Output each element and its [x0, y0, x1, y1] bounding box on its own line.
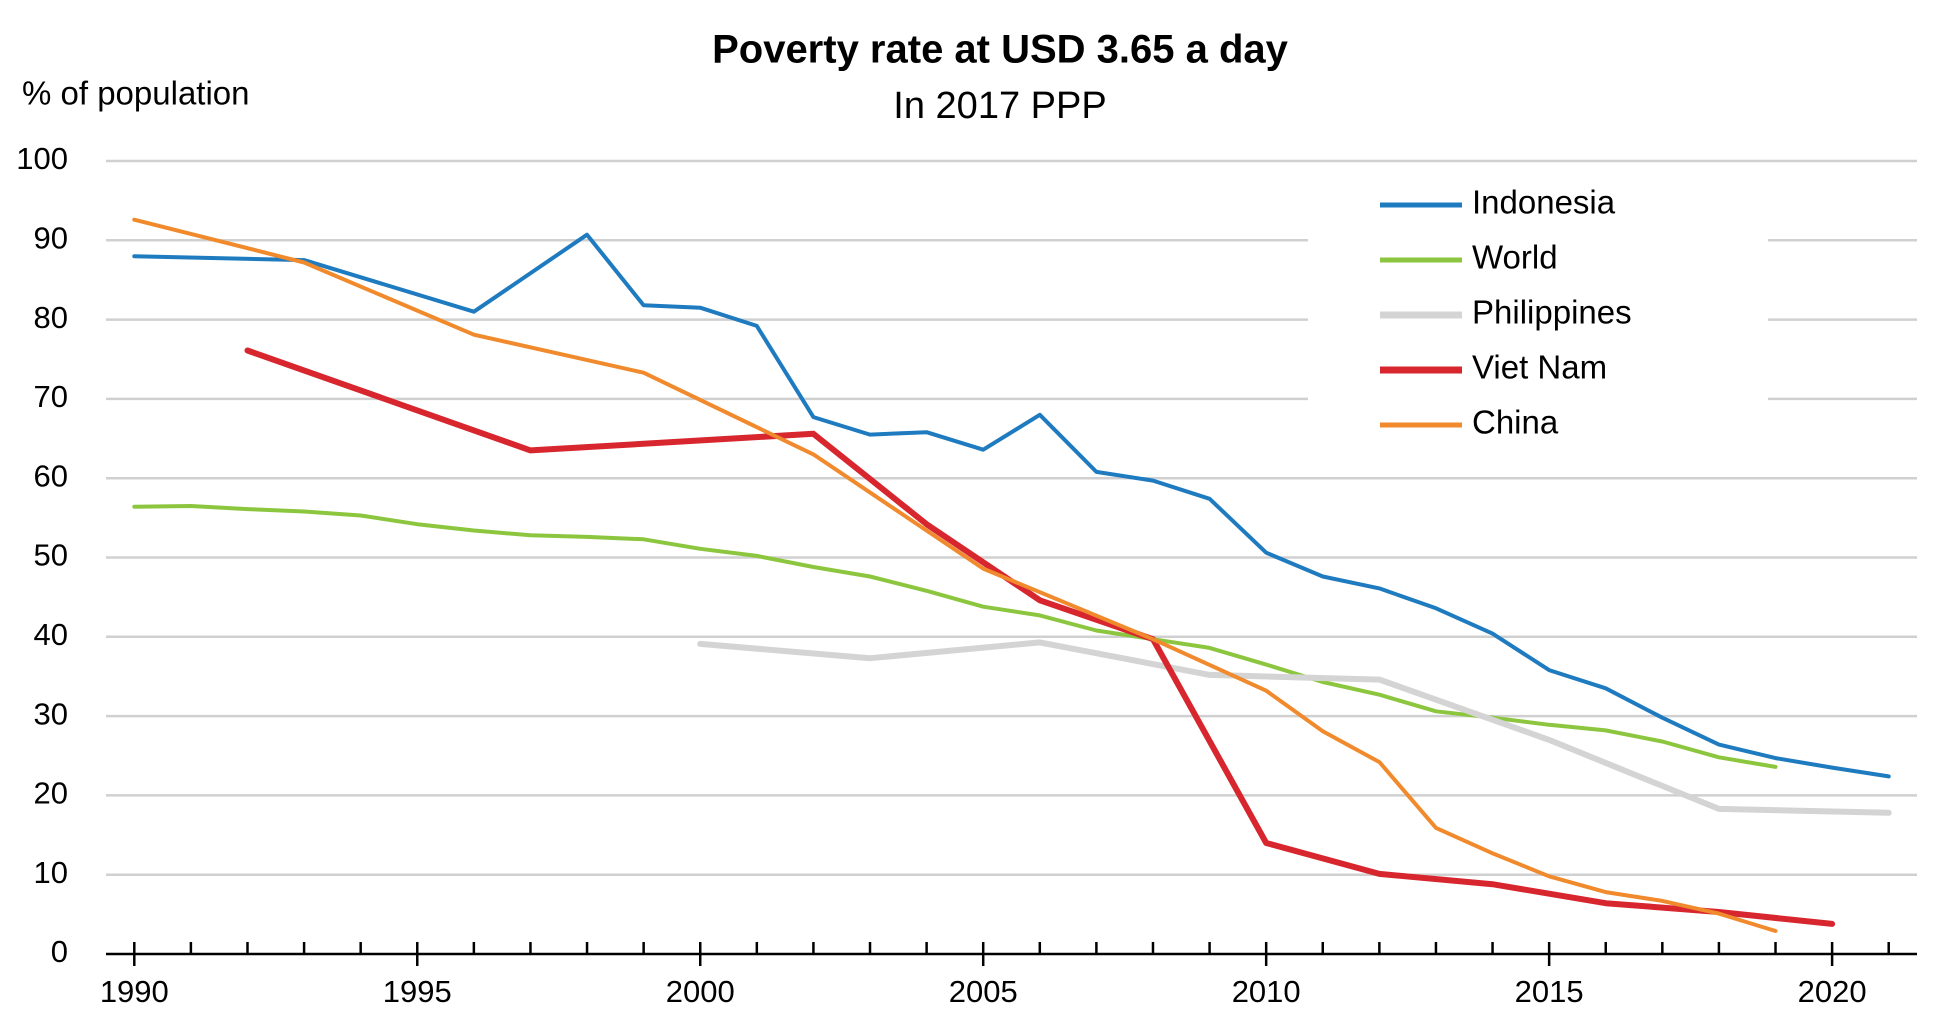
x-tick-label: 2015: [1515, 974, 1584, 1009]
y-tick-label: 90: [34, 220, 68, 255]
legend-label: China: [1472, 404, 1559, 441]
legend-label: Viet Nam: [1472, 349, 1607, 386]
y-tick-label: 100: [16, 141, 68, 176]
chart-subtitle: In 2017 PPP: [893, 85, 1106, 127]
series-line: [132, 217, 1778, 933]
series-line: [244, 347, 1836, 927]
y-tick-label: 80: [34, 300, 68, 335]
y-tick-label: 60: [34, 458, 68, 493]
legend-label: World: [1472, 239, 1558, 276]
series-line: [132, 504, 1778, 769]
x-tick-label: 2000: [666, 974, 735, 1009]
x-tick-label: 2020: [1798, 974, 1867, 1009]
y-tick-label: 50: [34, 538, 68, 573]
series-line: [697, 639, 1892, 816]
y-tick-label: 10: [34, 855, 68, 890]
x-tick-label: 1990: [100, 974, 169, 1009]
legend-label: Indonesia: [1472, 184, 1616, 221]
y-tick-label: 20: [34, 776, 68, 811]
x-tick-label: 2010: [1232, 974, 1301, 1009]
legend-label: Philippines: [1472, 294, 1632, 331]
x-tick-label: 2005: [949, 974, 1018, 1009]
chart-title: Poverty rate at USD 3.65 a day: [712, 28, 1289, 72]
y-tick-label: 40: [34, 617, 68, 652]
y-tick-label: 30: [34, 696, 68, 731]
y-tick-label: 0: [51, 934, 68, 969]
y-axis-label: % of population: [22, 75, 250, 112]
series-line: [132, 232, 1891, 779]
x-tick-label: 1995: [383, 974, 452, 1009]
y-tick-label: 70: [34, 379, 68, 414]
